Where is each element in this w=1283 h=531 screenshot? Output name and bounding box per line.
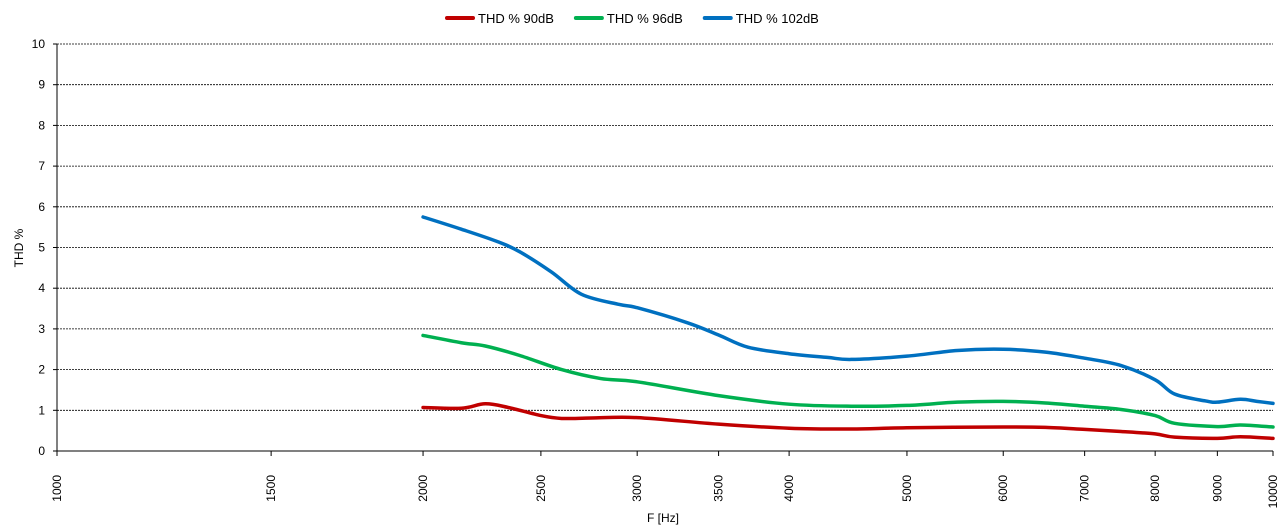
y-tick-labels: 0 1 2 3 4 5 6 7 8 9 10	[32, 37, 46, 458]
y-tick-label: 7	[38, 159, 45, 173]
legend-label-2: THD % 96dB	[607, 11, 683, 26]
x-tick-label: 6000	[996, 475, 1010, 502]
gridlines	[57, 43, 1273, 411]
x-tick-label: 5000	[900, 475, 914, 502]
x-tick-label: 7000	[1078, 475, 1092, 502]
y-tick-label: 6	[38, 200, 45, 214]
x-tick-label: 8000	[1148, 475, 1162, 502]
x-tick-label: 1000	[50, 475, 64, 502]
x-tick-label: 3500	[712, 475, 726, 502]
y-tick-label: 9	[38, 78, 45, 92]
series-lines	[421, 215, 1275, 441]
legend-label-3: THD % 102dB	[736, 11, 819, 26]
y-axis-title: THD %	[12, 228, 26, 267]
legend-label-1: THD % 90dB	[478, 11, 554, 26]
x-tick-label: 9000	[1210, 475, 1224, 502]
y-tick-label: 5	[38, 241, 45, 255]
y-tick-label: 4	[38, 281, 45, 295]
series-line-3	[421, 215, 1275, 406]
x-tick-label: 2500	[534, 475, 548, 502]
x-tick-label: 10000	[1266, 475, 1280, 509]
x-tick-label: 4000	[782, 475, 796, 502]
y-tick-label: 2	[38, 363, 45, 377]
x-tick-label: 2000	[416, 475, 430, 502]
y-tick-label: 1	[38, 403, 45, 417]
series-line-1	[421, 402, 1275, 441]
x-tick-label: 3000	[630, 475, 644, 502]
y-tick-label: 3	[38, 322, 45, 336]
x-tick-label: 1500	[264, 475, 278, 502]
y-tick-label: 10	[32, 37, 46, 51]
y-tick-label: 0	[38, 444, 45, 458]
y-tick-label: 8	[38, 118, 45, 132]
axes	[53, 43, 1274, 456]
series-line-2	[421, 333, 1275, 429]
legend: THD % 90dB THD % 96dB THD % 102dB	[445, 11, 819, 26]
x-axis-title: F [Hz]	[647, 511, 679, 525]
x-tick-labels: 1000 1500 2000 2500 3000 3500 4000 5000 6000 7000…	[50, 475, 1280, 509]
